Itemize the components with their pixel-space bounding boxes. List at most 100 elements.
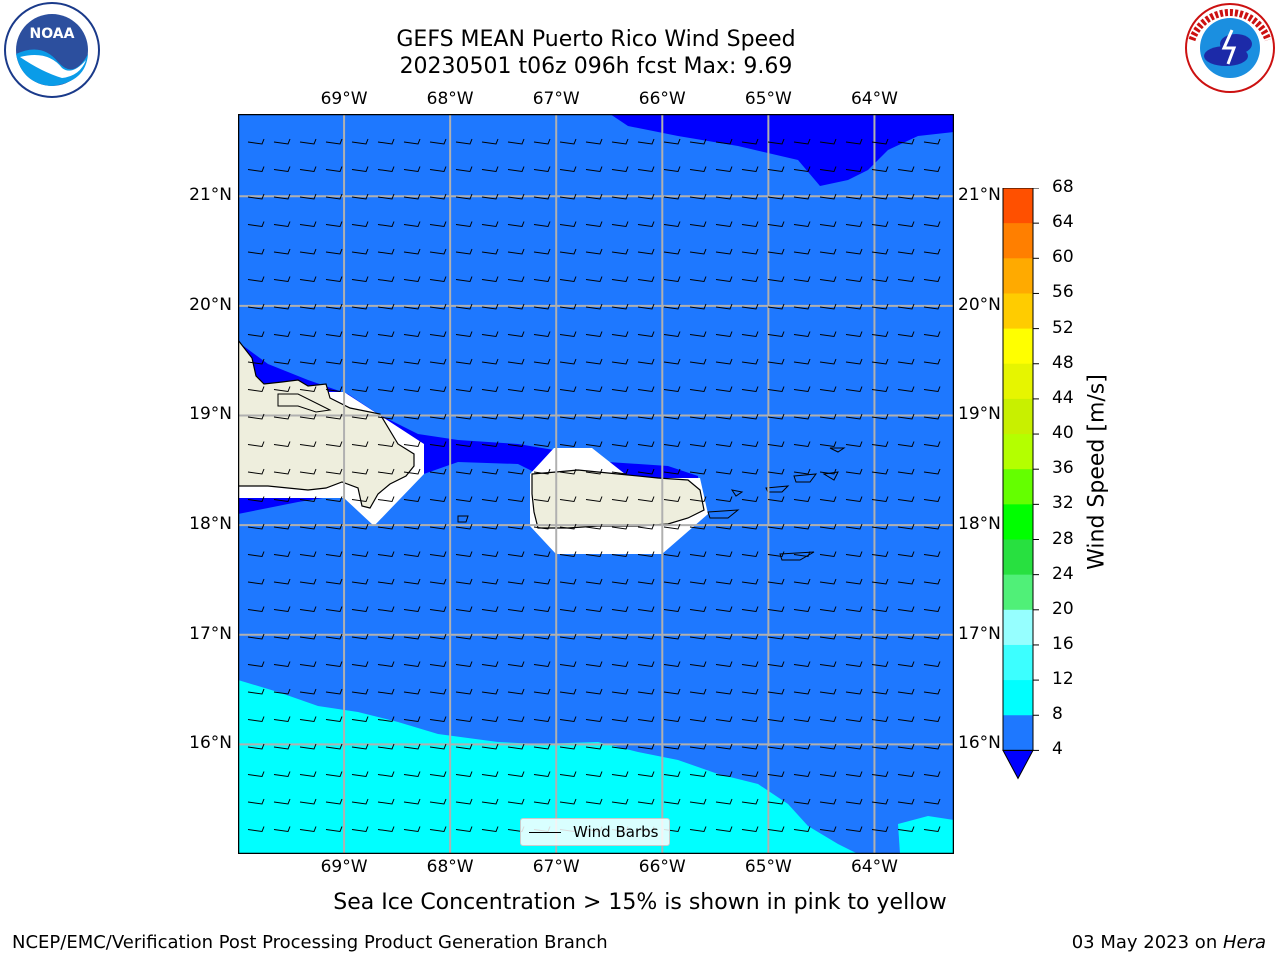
wind-barb [845,331,863,338]
wind-barb [403,193,421,200]
wind-barb [273,138,291,145]
wind-barb [741,303,759,310]
wind-barb [715,303,733,310]
wind-barb [351,331,369,338]
wind-barb [351,826,369,833]
colorbar-tick-label: 20 [1052,598,1074,619]
wind-barb [767,688,785,695]
wind-barb [377,606,395,613]
wind-barb [637,193,655,200]
wind-barb [637,771,655,778]
wind-barb [793,386,811,393]
wind-barb [767,606,785,613]
wind-barb [351,358,369,365]
colorbar-segment [1003,223,1033,259]
wind-barb [559,138,577,145]
wind-barb [793,798,811,805]
wind-barb [845,138,863,145]
lat-label-right: 18°N [958,514,1001,535]
wind-barb [299,166,317,173]
wind-barb [689,413,707,420]
wind-barb [351,716,369,723]
wind-barb [923,413,941,420]
wind-barb [689,358,707,365]
wind-barb [299,358,317,365]
wind-barb [637,523,655,530]
wind-barb [741,468,759,475]
wind-barb [871,441,889,448]
wind-barb [429,166,447,173]
wind-band-8-12-east [898,816,954,854]
wind-barb [845,496,863,503]
wind-barb [845,523,863,530]
wind-barb [533,743,551,750]
wind-barb [377,276,395,283]
wind-barb [429,661,447,668]
st-thomas-island [765,485,790,493]
wind-barb [247,331,265,338]
wind-barb [663,166,681,173]
wind-barb [429,798,447,805]
wind-barb [819,193,837,200]
wind-barb [403,826,421,833]
wind-barb [403,303,421,310]
wind-barb [481,771,499,778]
colorbar-segment [1003,398,1033,435]
wind-barb [533,661,551,668]
wind-barb [897,166,915,173]
wind-barb [299,633,317,640]
wind-barb [507,716,525,723]
colorbar-segment [1003,258,1033,294]
wind-barb [455,523,473,530]
wind-barb [403,743,421,750]
wind-barb [533,633,551,640]
wind-barb [247,193,265,200]
wind-barb [689,798,707,805]
wind-barb [273,551,291,558]
wind-barb [455,138,473,145]
wind-barb [533,358,551,365]
wind-barb [845,771,863,778]
colorbar-tick-label: 16 [1052,633,1074,654]
wind-barb [481,276,499,283]
lon-label-top: 64°W [850,89,898,109]
wind-barb [585,386,603,393]
wind-barb [715,248,733,255]
wind-barb [507,633,525,640]
wind-barb [663,303,681,310]
st-croix-island [779,551,815,561]
wind-barb [481,331,499,338]
wind-barb [455,661,473,668]
sea-ice-note: Sea Ice Concentration > 15% is shown in … [333,890,947,915]
wind-barb [897,633,915,640]
wind-barb [897,688,915,695]
wind-barb [845,606,863,613]
wind-barb [429,826,447,833]
wind-barb [507,441,525,448]
wind-barb [351,578,369,585]
legend-label: Wind Barbs [573,823,659,841]
wind-barb [533,303,551,310]
wind-barb [533,688,551,695]
wind-barb [611,771,629,778]
wind-barb [533,468,551,475]
lon-label-bottom: 66°W [638,857,686,877]
wind-barb [689,166,707,173]
wind-barb [299,688,317,695]
wind-barb [377,193,395,200]
wind-barb [819,771,837,778]
wind-barb [689,221,707,228]
wind-barb [715,578,733,585]
wind-barb [767,798,785,805]
wind-barb [247,496,265,503]
wind-barb [611,358,629,365]
wind-barb [533,248,551,255]
colorbar-tick-label: 8 [1052,704,1063,725]
wind-barb [273,441,291,448]
colorbar-tick-label: 28 [1052,528,1074,549]
wind-barb [793,303,811,310]
wind-barb [689,716,707,723]
wind-barb [273,688,291,695]
nws-logo [1185,3,1275,93]
wind-barb [481,166,499,173]
